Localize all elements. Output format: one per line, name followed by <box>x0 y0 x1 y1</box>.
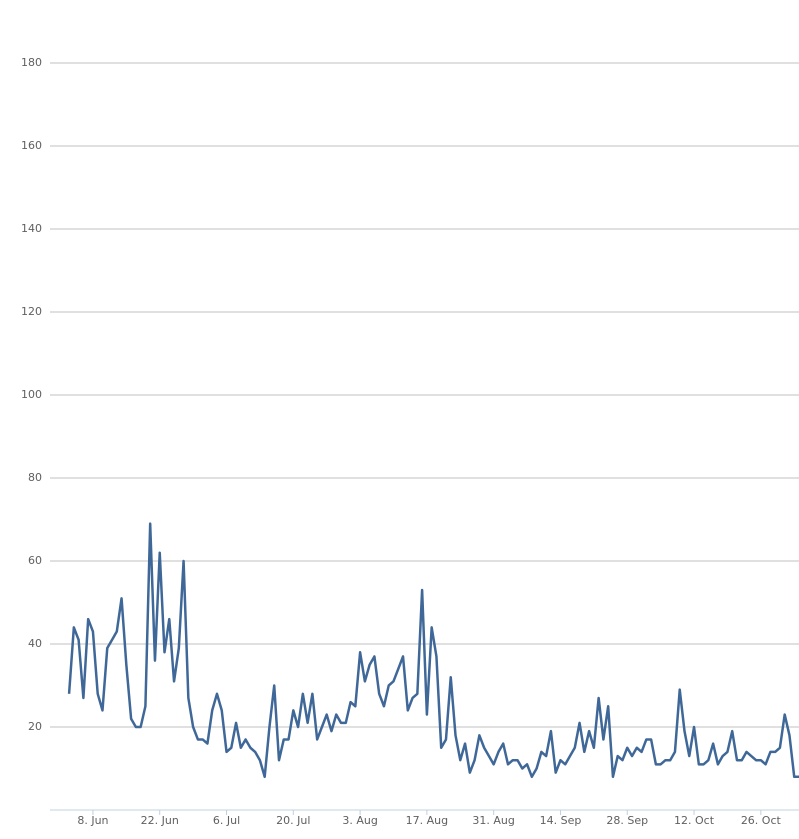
x-tick-label: 31. Aug <box>472 814 514 827</box>
x-tick-label: 22. Jun <box>141 814 179 827</box>
x-tick-label: 28. Sep <box>606 814 648 827</box>
x-tick-label: 8. Jun <box>77 814 108 827</box>
x-tick-label: 20. Jul <box>276 814 310 827</box>
y-tick-label: 60 <box>28 554 42 567</box>
x-tick-label: 17. Aug <box>406 814 448 827</box>
y-tick-label: 80 <box>28 471 42 484</box>
x-tick-label: 3. Aug <box>342 814 377 827</box>
y-tick-label: 100 <box>21 388 42 401</box>
x-tick-label: 6. Jul <box>213 814 240 827</box>
y-tick-label: 180 <box>21 56 42 69</box>
data-line <box>67 522 799 779</box>
x-tick-label: 14. Sep <box>540 814 582 827</box>
y-tick-label: 140 <box>21 222 42 235</box>
y-tick-label: 120 <box>21 305 42 318</box>
y-tick-label: 20 <box>28 720 42 733</box>
x-tick-label: 26. Oct <box>741 814 782 827</box>
x-tick-label: 12. Oct <box>674 814 715 827</box>
y-tick-label: 160 <box>21 139 42 152</box>
y-tick-label: 40 <box>28 637 42 650</box>
